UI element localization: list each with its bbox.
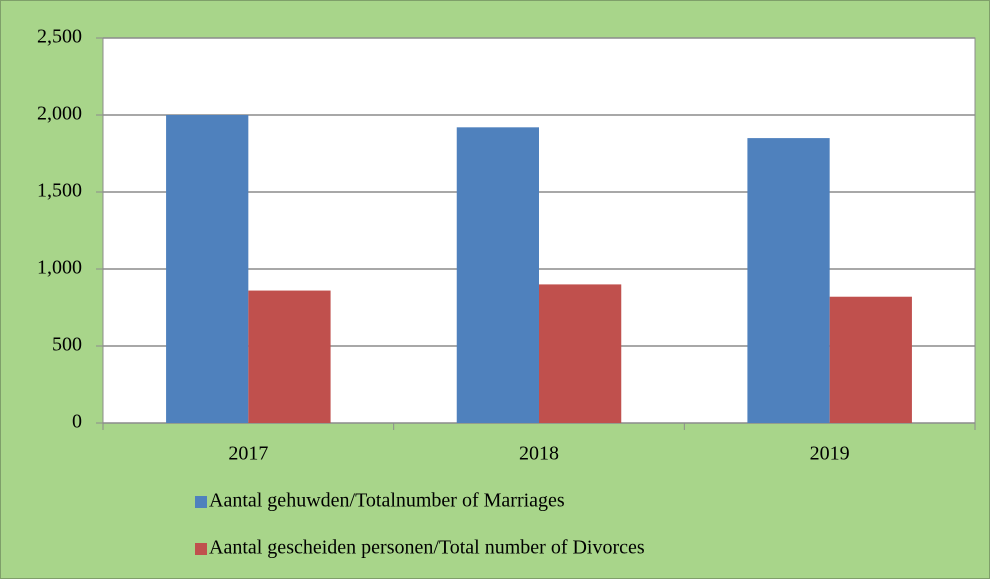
legend-swatch [195, 543, 207, 555]
bar [456, 127, 539, 423]
bar [829, 296, 912, 423]
y-tick-label: 0 [72, 411, 82, 433]
y-tick-label: 1,000 [37, 257, 82, 279]
x-tick-label: 2019 [810, 443, 850, 465]
bar [248, 290, 331, 423]
y-tick-label: 1,500 [37, 180, 82, 202]
legend-swatch [195, 496, 207, 508]
y-tick-label: 500 [52, 334, 82, 356]
y-tick-label: 2,500 [37, 26, 82, 48]
bar [166, 115, 249, 423]
bar [539, 284, 622, 423]
legend-label: Aantal gehuwden/Totalnumber of Marriages [209, 490, 565, 512]
x-tick-label: 2017 [228, 443, 268, 465]
y-tick-label: 2,000 [37, 103, 82, 125]
legend-label: Aantal gescheiden personen/Total number … [209, 537, 645, 559]
bar [747, 138, 830, 423]
x-tick-label: 2018 [519, 443, 559, 465]
